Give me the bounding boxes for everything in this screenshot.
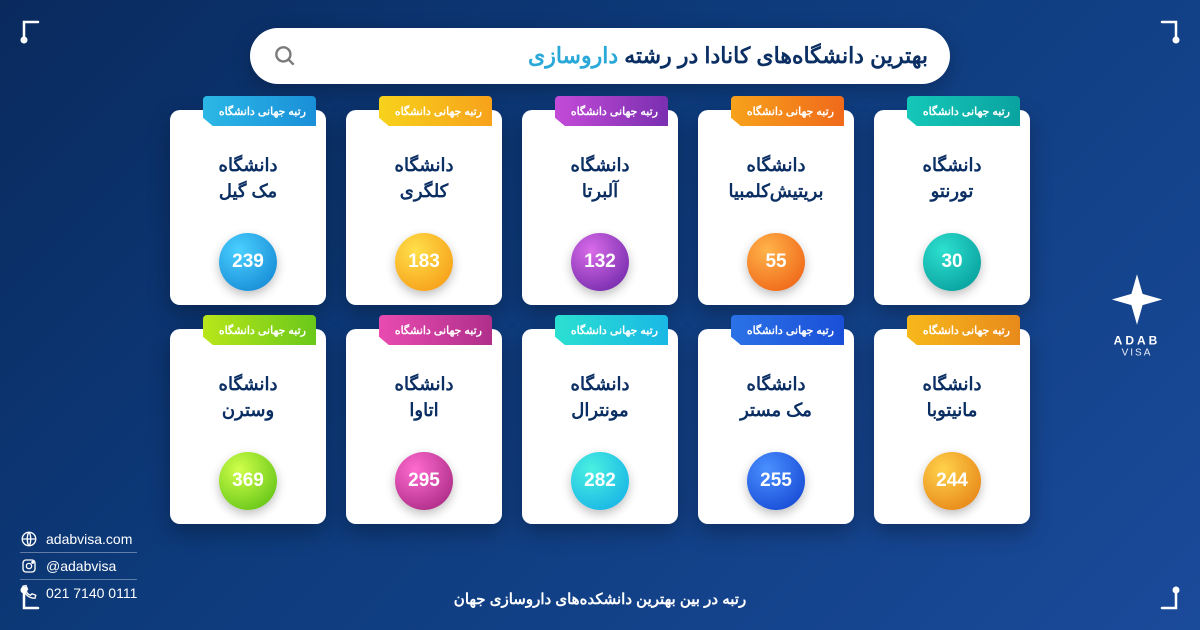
university-card: رتبه جهانی دانشگاهدانشگاهاتاوا295 (346, 329, 502, 524)
cards-row-2: رتبه جهانی دانشگاهدانشگاهمانیتوبا244رتبه… (170, 329, 1030, 524)
rank-tab: رتبه جهانی دانشگاه (907, 315, 1020, 345)
rank-badge: 282 (571, 452, 629, 510)
contact-web-text: adabvisa.com (46, 531, 132, 547)
university-name: دانشگاهتورنتو (923, 152, 982, 204)
contact-phone-text: 021 7140 0111 (46, 585, 137, 601)
rank-badge: 132 (571, 233, 629, 291)
globe-icon (20, 530, 38, 548)
rank-tab: رتبه جهانی دانشگاه (379, 96, 492, 126)
rank-tab: رتبه جهانی دانشگاه (907, 96, 1020, 126)
cards-row-1: رتبه جهانی دانشگاهدانشگاهتورنتو30رتبه جه… (170, 110, 1030, 305)
rank-tab: رتبه جهانی دانشگاه (555, 96, 668, 126)
instagram-icon (20, 557, 38, 575)
logo-line2: VISA (1102, 348, 1172, 359)
rank-badge: 55 (747, 233, 805, 291)
university-card: رتبه جهانی دانشگاهدانشگاهمونترال282 (522, 329, 678, 524)
rank-tab: رتبه جهانی دانشگاه (731, 96, 844, 126)
rank-tab: رتبه جهانی دانشگاه (555, 315, 668, 345)
rank-badge: 369 (219, 452, 277, 510)
university-name: دانشگاهاتاوا (395, 371, 454, 423)
cards-grid: رتبه جهانی دانشگاه دانشگاهتورنتو 30 رتبه جه… (170, 110, 1030, 524)
rank-tab: رتبه جهانی دانشگاه (379, 315, 492, 345)
rank-tab: رتبه جهانی دانشگاه (203, 96, 316, 126)
contact-social: @adabvisa (20, 552, 137, 575)
university-card: رتبه جهانی دانشگاهدانشگاهمک مستر255 (698, 329, 854, 524)
contact-phone: 021 7140 0111 (20, 579, 137, 602)
university-name: دانشگاهکلگری (395, 152, 454, 204)
page-title: بهترین دانشگاه‌های کانادا در رشته داروسا… (306, 43, 928, 69)
university-card: رتبه جهانی دانشگاهدانشگاهوسترن369 (170, 329, 326, 524)
university-name: دانشگاهوسترن (219, 371, 278, 423)
contact-web: adabvisa.com (20, 530, 137, 548)
title-main: بهترین دانشگاه‌های کانادا در رشته (618, 43, 928, 68)
university-card: رتبه جهانی دانشگاهدانشگاهمانیتوبا244 (874, 329, 1030, 524)
rank-badge: 239 (219, 233, 277, 291)
rank-badge: 255 (747, 452, 805, 510)
title-searchbar: بهترین دانشگاه‌های کانادا در رشته داروسا… (250, 28, 950, 84)
phone-icon (20, 584, 38, 602)
frame-left (20, 20, 40, 610)
university-name: دانشگاهآلبرتا (571, 152, 630, 204)
title-highlight: داروسازی (528, 43, 618, 68)
rank-tab: رتبه جهانی دانشگاه (731, 315, 844, 345)
university-name: دانشگاهبریتیش‌کلمبیا (728, 152, 823, 204)
contact-block: adabvisa.com @adabvisa 021 7140 0111 (20, 526, 137, 606)
rank-badge: 183 (395, 233, 453, 291)
university-card: رتبه جهانی دانشگاهدانشگاهبریتیش‌کلمبیا55 (698, 110, 854, 305)
university-name: دانشگاهمونترال (571, 371, 630, 423)
search-icon (272, 43, 298, 69)
rank-badge: 30 (923, 233, 981, 291)
university-card: رتبه جهانی دانشگاهدانشگاهآلبرتا132 (522, 110, 678, 305)
brand-logo: ADAB VISA (1102, 272, 1172, 359)
rank-tab: رتبه جهانی دانشگاه (203, 315, 316, 345)
university-card: رتبه جهانی دانشگاهدانشگاهکلگری183 (346, 110, 502, 305)
rank-badge: 295 (395, 452, 453, 510)
university-card: رتبه جهانی دانشگاهدانشگاهمک گیل239 (170, 110, 326, 305)
university-name: دانشگاهمک مستر (740, 371, 812, 423)
star-icon (1109, 272, 1165, 328)
caption-text: رتبه در بین بهترین دانشکده‌های داروسازی … (454, 590, 746, 608)
university-name: دانشگاهمانیتوبا (923, 371, 982, 423)
university-name: دانشگاهمک گیل (219, 152, 278, 204)
logo-line1: ADAB (1102, 334, 1172, 348)
rank-badge: 244 (923, 452, 981, 510)
university-card: رتبه جهانی دانشگاهدانشگاهتورنتو30 (874, 110, 1030, 305)
contact-social-text: @adabvisa (46, 558, 116, 574)
